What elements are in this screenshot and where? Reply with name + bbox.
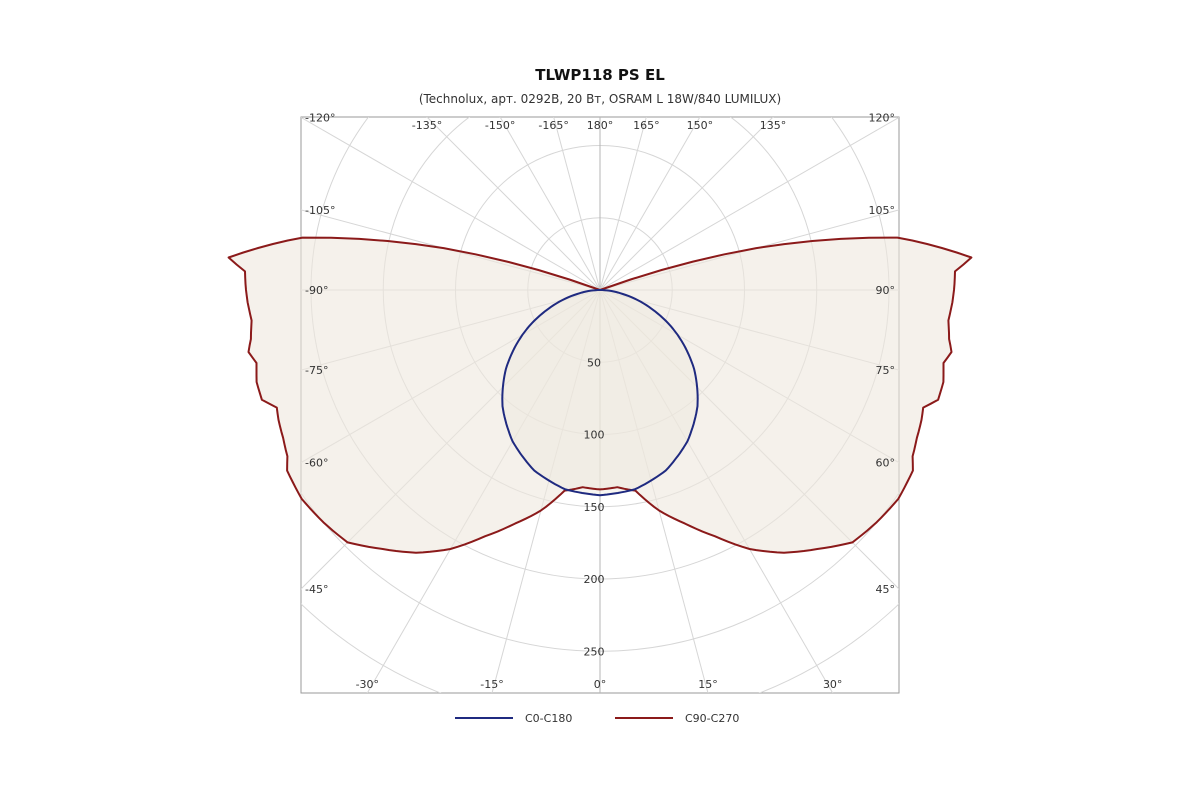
angle-tick-label: 0° xyxy=(594,678,607,691)
angle-tick-label: -105° xyxy=(305,204,335,217)
angle-tick-label: 60° xyxy=(876,457,896,470)
legend-label: C90-C270 xyxy=(685,712,739,725)
grid-spoke xyxy=(426,117,601,291)
angle-tick-label: 120° xyxy=(869,111,896,124)
chart-title: TLWP118 PS EL xyxy=(535,66,665,84)
radial-tick-label: 100 xyxy=(584,429,605,442)
angle-tick-label: 150° xyxy=(687,119,714,132)
angle-tick-label: -15° xyxy=(480,678,503,691)
grid-spoke xyxy=(599,117,701,291)
angle-tick-label: 165° xyxy=(633,119,660,132)
angle-tick-label: -60° xyxy=(305,457,328,470)
series-line-c0-c180 xyxy=(501,289,699,497)
grid-spoke xyxy=(599,117,899,291)
radial-tick-label: 50 xyxy=(587,356,601,369)
grid-spoke xyxy=(301,117,601,291)
grid-spoke xyxy=(499,117,601,291)
radial-tick-label: 200 xyxy=(584,573,605,586)
angle-tick-label: 180° xyxy=(587,119,614,132)
grid-spoke xyxy=(553,117,601,291)
angle-tick-label: 90° xyxy=(876,284,896,297)
angle-tick-label: 105° xyxy=(869,204,896,217)
angle-tick-label: 135° xyxy=(760,119,787,132)
angle-tick-label: -150° xyxy=(485,119,515,132)
grid-spoke xyxy=(599,117,774,291)
angle-tick-label: 75° xyxy=(876,364,896,377)
series-fill-c90-c270 xyxy=(228,237,972,553)
angle-tick-label: -45° xyxy=(305,583,328,596)
angle-tick-label: 15° xyxy=(698,678,718,691)
series-fill-c0-c180 xyxy=(502,290,698,496)
chart-subtitle: (Technolux, арт. 0292B, 20 Вт, OSRAM L 1… xyxy=(418,92,782,106)
radial-tick-label: 150 xyxy=(584,501,605,514)
angle-tick-label: -30° xyxy=(356,678,379,691)
angle-tick-label: -90° xyxy=(305,284,328,297)
angle-tick-label: -75° xyxy=(305,364,328,377)
legend-label: C0-C180 xyxy=(525,712,572,725)
grid-spoke xyxy=(599,117,647,291)
angle-tick-label: 30° xyxy=(823,678,843,691)
angle-tick-label: -120° xyxy=(305,111,335,124)
angle-tick-label: -165° xyxy=(538,119,568,132)
series-line-c90-c270 xyxy=(227,236,973,554)
angle-tick-label: -135° xyxy=(412,119,442,132)
angle-tick-label: 45° xyxy=(876,583,896,596)
radial-tick-label: 250 xyxy=(584,645,605,658)
